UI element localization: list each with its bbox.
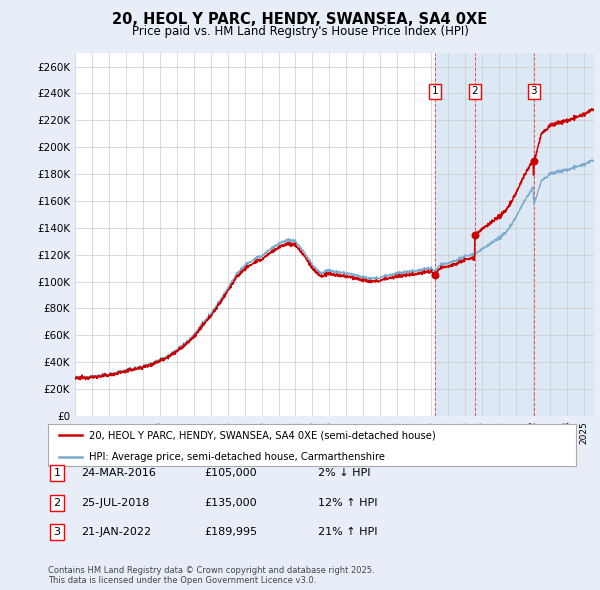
- Text: 21-JAN-2022: 21-JAN-2022: [81, 527, 151, 537]
- Bar: [435, 53, 594, 416]
- Text: 24-MAR-2016: 24-MAR-2016: [81, 468, 156, 478]
- Text: 3: 3: [53, 527, 61, 537]
- Point: [529, 156, 539, 165]
- Text: Contains HM Land Registry data © Crown copyright and database right 2025.
This d: Contains HM Land Registry data © Crown c…: [48, 566, 374, 585]
- Text: 3: 3: [530, 86, 537, 96]
- Text: 21% ↑ HPI: 21% ↑ HPI: [318, 527, 377, 537]
- Text: 20, HEOL Y PARC, HENDY, SWANSEA, SA4 0XE (semi-detached house): 20, HEOL Y PARC, HENDY, SWANSEA, SA4 0XE…: [89, 430, 436, 440]
- Text: 20, HEOL Y PARC, HENDY, SWANSEA, SA4 0XE: 20, HEOL Y PARC, HENDY, SWANSEA, SA4 0XE: [112, 12, 488, 27]
- Text: Price paid vs. HM Land Registry's House Price Index (HPI): Price paid vs. HM Land Registry's House …: [131, 25, 469, 38]
- Text: 2: 2: [471, 86, 478, 96]
- Text: 2: 2: [53, 498, 61, 507]
- Text: 2% ↓ HPI: 2% ↓ HPI: [318, 468, 371, 478]
- Text: £135,000: £135,000: [204, 498, 257, 507]
- Text: £189,995: £189,995: [204, 527, 257, 537]
- Text: HPI: Average price, semi-detached house, Carmarthenshire: HPI: Average price, semi-detached house,…: [89, 452, 385, 462]
- Point: [470, 230, 479, 240]
- Text: 1: 1: [53, 468, 61, 478]
- Text: £105,000: £105,000: [204, 468, 257, 478]
- Text: 12% ↑ HPI: 12% ↑ HPI: [318, 498, 377, 507]
- Point: [430, 270, 440, 280]
- Text: 1: 1: [432, 86, 439, 96]
- Text: 25-JUL-2018: 25-JUL-2018: [81, 498, 149, 507]
